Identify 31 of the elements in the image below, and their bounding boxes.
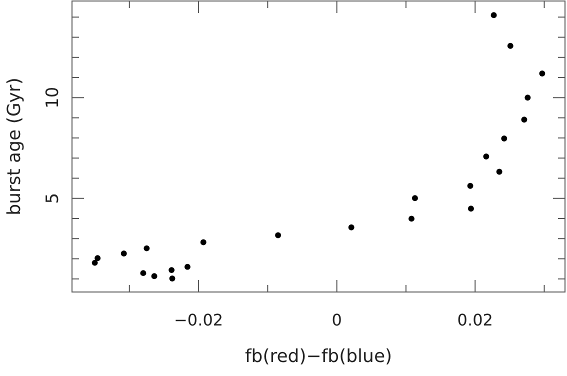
point (184, 264, 190, 270)
point (94, 255, 101, 262)
point (140, 270, 146, 276)
point (490, 12, 497, 18)
point (412, 195, 418, 202)
point (408, 216, 414, 222)
point (468, 206, 474, 212)
point (496, 168, 502, 175)
point (524, 94, 531, 101)
point (169, 276, 176, 282)
point (539, 70, 546, 76)
point (507, 42, 514, 49)
point (467, 182, 474, 189)
point (144, 245, 150, 252)
x-tick-label: −0.02 (174, 310, 224, 330)
y-axis-title: burst age (Gyr) (4, 78, 25, 216)
x-tick-label: 0.02 (457, 310, 493, 330)
point (521, 116, 528, 123)
y-tick-label: 5 (43, 192, 63, 204)
point (200, 239, 206, 246)
point (120, 250, 127, 257)
point (501, 136, 508, 142)
x-tick-label: 0 (332, 310, 342, 330)
x-axis-title: fb(red)−fb(blue) (244, 346, 392, 367)
point (92, 260, 98, 266)
point (168, 267, 175, 274)
point (151, 273, 158, 280)
point (348, 224, 354, 230)
y-tick-label: 10 (43, 86, 63, 108)
point (483, 153, 490, 160)
point (275, 232, 282, 238)
